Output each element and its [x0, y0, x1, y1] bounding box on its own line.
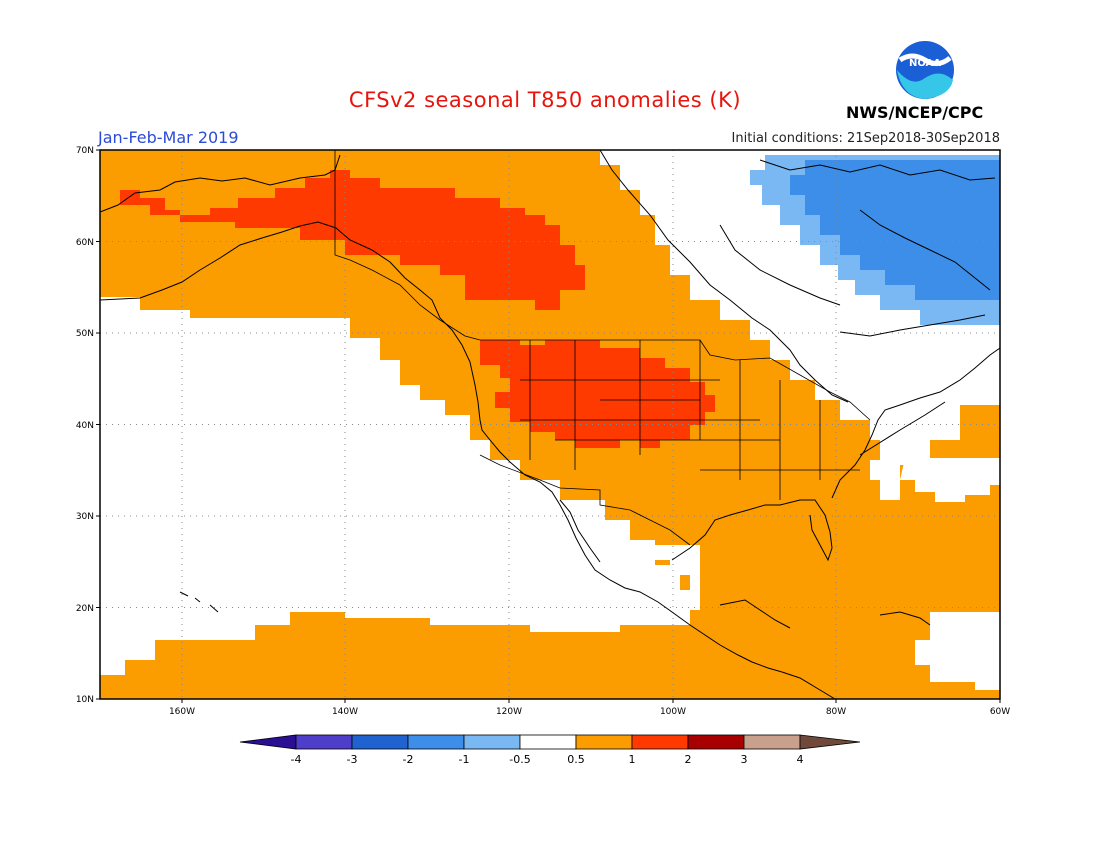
colorbar-label: 0.5	[567, 753, 585, 766]
anomaly-region-white-atlantic	[900, 458, 1000, 502]
colorbar-label: -1	[459, 753, 470, 766]
lat-label: 70N	[76, 146, 94, 156]
colorbar: -4 -3 -2 -1 -0.5 0.5 1 2 3 4	[239, 734, 861, 766]
anomaly-region-white-caribbean	[915, 612, 1000, 690]
lat-label: 60N	[76, 238, 94, 248]
colorbar-label: -0.5	[509, 753, 530, 766]
colorbar-swatch	[407, 734, 465, 750]
colorbar-swatch	[575, 734, 633, 750]
map-ticks	[96, 149, 1001, 703]
anomaly-region-white-pacific	[100, 297, 700, 675]
colorbar-label: 1	[629, 753, 636, 766]
colorbar-swatch	[295, 734, 353, 750]
colorbar-swatch	[687, 734, 745, 750]
anomaly-region-white-gulf	[640, 545, 700, 590]
colorbar-label: -4	[291, 753, 302, 766]
colorbar-swatch	[799, 734, 861, 750]
colorbar-label: 3	[741, 753, 748, 766]
season-label: Jan-Feb-Mar 2019	[98, 128, 239, 147]
colorbar-label: 2	[685, 753, 692, 766]
colorbar-label: -3	[347, 753, 358, 766]
lat-label: 30N	[76, 512, 94, 522]
lon-label: 160W	[169, 707, 195, 717]
colorbar-swatch	[631, 734, 689, 750]
colorbar-swatch	[519, 734, 577, 750]
longitude-labels: 160W 140W 120W 100W 80W 60W	[169, 707, 1010, 717]
lat-label: 10N	[76, 695, 94, 705]
lat-label: 40N	[76, 421, 94, 431]
anomaly-region-blue	[790, 160, 1000, 300]
latitude-labels: 70N 60N 50N 40N 30N 20N 10N	[76, 146, 94, 705]
anomaly-region-red-north	[120, 170, 585, 310]
lon-label: 120W	[496, 707, 522, 717]
agency-label: NWS/NCEP/CPC	[846, 103, 984, 122]
lon-label: 80W	[826, 707, 846, 717]
noaa-logo-text: NOAA	[909, 58, 941, 69]
anomaly-region-red-central	[480, 340, 715, 448]
colorbar-swatch	[743, 734, 801, 750]
colorbar-swatch	[351, 734, 409, 750]
noaa-logo: NOAA	[896, 41, 954, 99]
coastlines	[100, 150, 1000, 699]
lat-label: 50N	[76, 329, 94, 339]
initial-conditions-label: Initial conditions: 21Sep2018-30Sep2018	[731, 131, 1000, 146]
chart-title: CFSv2 seasonal T850 anomalies (K)	[348, 88, 742, 112]
lon-label: 60W	[990, 707, 1010, 717]
colorbar-label: -2	[403, 753, 414, 766]
political-borders	[334, 150, 871, 546]
colorbar-label: 4	[797, 753, 804, 766]
lat-label: 20N	[76, 604, 94, 614]
colorbar-swatch	[463, 734, 521, 750]
lon-label: 140W	[332, 707, 358, 717]
colorbar-swatch	[239, 734, 297, 750]
lon-label: 100W	[660, 707, 686, 717]
